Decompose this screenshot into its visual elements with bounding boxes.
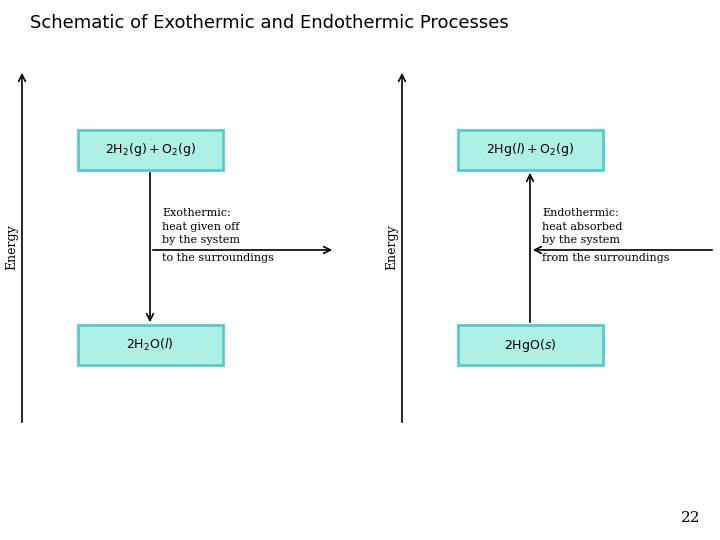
Text: Exothermic:: Exothermic:	[162, 208, 231, 218]
Text: by the system: by the system	[162, 235, 240, 245]
Text: $2\mathrm{Hg}(\mathit{l}) + \mathrm{O_2(g)}$: $2\mathrm{Hg}(\mathit{l}) + \mathrm{O_2(…	[486, 141, 574, 159]
Text: $2\mathrm{HgO}(\mathit{s})$: $2\mathrm{HgO}(\mathit{s})$	[504, 336, 556, 354]
Text: heat given off: heat given off	[162, 222, 239, 232]
Text: Schematic of Exothermic and Endothermic Processes: Schematic of Exothermic and Endothermic …	[30, 14, 509, 32]
FancyBboxPatch shape	[457, 325, 603, 365]
FancyBboxPatch shape	[78, 130, 222, 170]
Text: Energy: Energy	[385, 225, 398, 271]
Text: to the surroundings: to the surroundings	[162, 253, 274, 263]
Text: from the surroundings: from the surroundings	[542, 253, 670, 263]
FancyBboxPatch shape	[457, 130, 603, 170]
Text: Endothermic:: Endothermic:	[542, 208, 619, 218]
Text: $2\mathrm{H_2(g) + O_2(g)}$: $2\mathrm{H_2(g) + O_2(g)}$	[104, 141, 195, 159]
Text: Energy: Energy	[6, 225, 19, 271]
FancyBboxPatch shape	[78, 325, 222, 365]
Text: by the system: by the system	[542, 235, 620, 245]
Text: heat absorbed: heat absorbed	[542, 222, 623, 232]
Text: 22: 22	[680, 511, 700, 525]
Text: $2\mathrm{H_2O}(\mathit{l})$: $2\mathrm{H_2O}(\mathit{l})$	[126, 337, 174, 353]
